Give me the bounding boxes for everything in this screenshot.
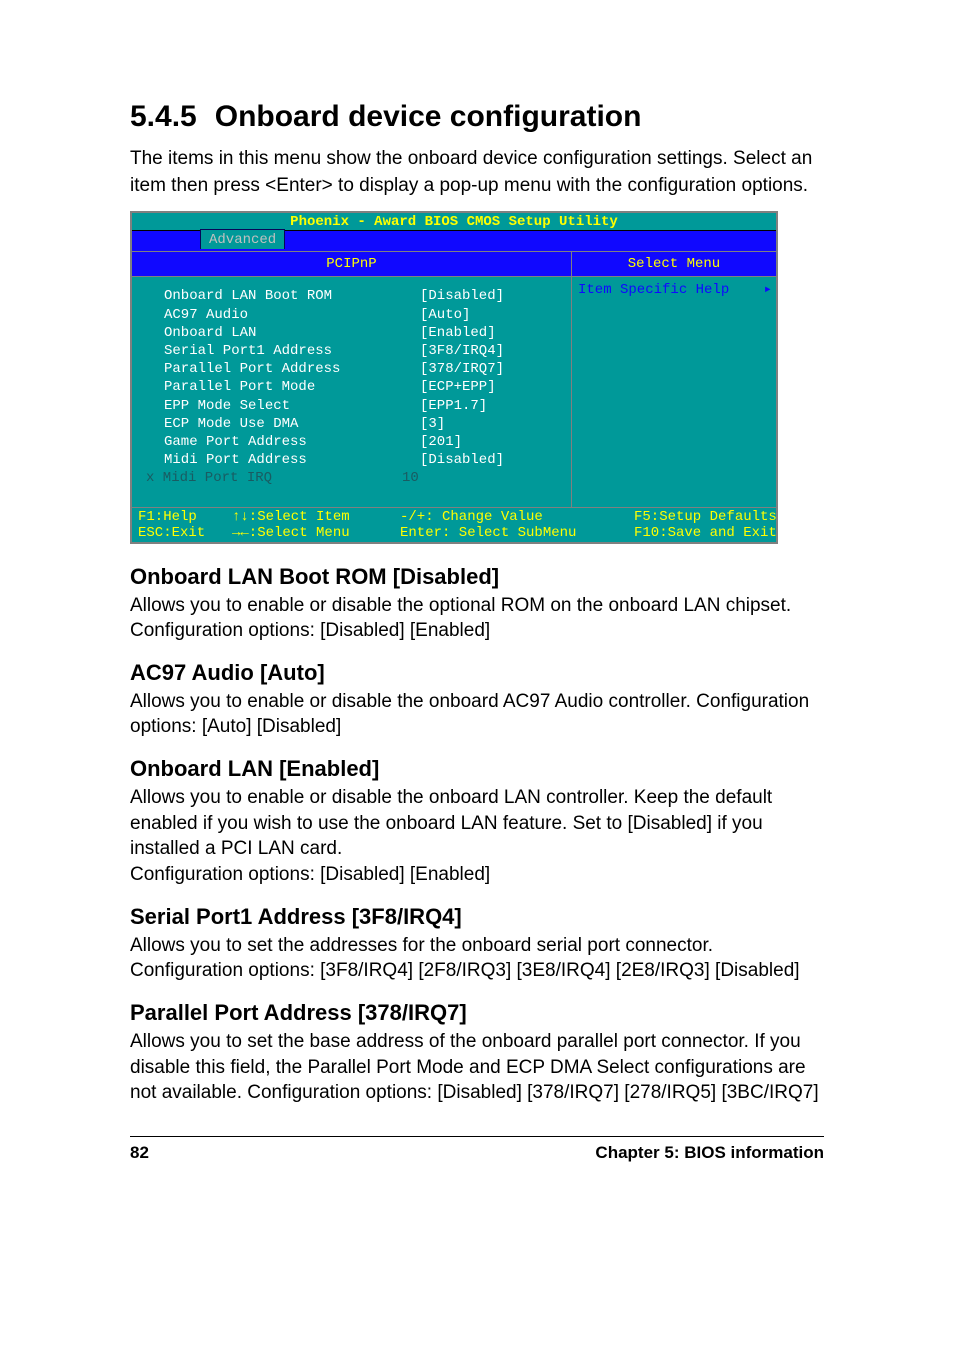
subsection-heading: AC97 Audio [Auto] <box>130 660 824 686</box>
bios-setting-label: ECP Mode Use DMA <box>164 415 420 433</box>
footer-col1: F1:HelpESC:Exit <box>138 509 232 541</box>
bios-setting-row[interactable]: ECP Mode Use DMA[3] <box>132 415 571 433</box>
bios-setting-row[interactable]: EPP Mode Select[EPP1.7] <box>132 397 571 415</box>
bios-setting-value: [3F8/IRQ4] <box>420 342 571 360</box>
subsection-text: Allows you to enable or disable the onbo… <box>130 785 824 888</box>
bios-setting-value: [Disabled] <box>420 287 571 305</box>
bios-setting-label: EPP Mode Select <box>164 397 420 415</box>
bios-setting-label: x Midi Port IRQ <box>146 469 402 487</box>
bios-setting-row[interactable]: Game Port Address[201] <box>132 433 571 451</box>
page-footer: 82 Chapter 5: BIOS information <box>130 1136 824 1163</box>
bios-header-left: PCIPnP <box>132 252 572 276</box>
bios-setting-value: [ECP+EPP] <box>420 378 571 396</box>
bios-setting-value: [378/IRQ7] <box>420 360 571 378</box>
bios-setting-row[interactable]: AC97 Audio[Auto] <box>132 306 571 324</box>
section-title-text: Onboard device configuration <box>215 100 642 133</box>
subsection: Parallel Port Address [378/IRQ7] Allows y… <box>130 1000 824 1106</box>
bios-setting-label: Onboard LAN <box>164 324 420 342</box>
subsection: Onboard LAN Boot ROM [Disabled] Allows yo… <box>130 564 824 644</box>
bios-setting-value: [Auto] <box>420 306 571 324</box>
bios-setting-label: Parallel Port Address <box>164 360 420 378</box>
chapter-label: Chapter 5: BIOS information <box>595 1143 824 1163</box>
bios-help-label: Item Specific Help <box>578 282 729 298</box>
subsection-text: Allows you to set the addresses for the … <box>130 933 824 984</box>
footer-col4: F5:Setup DefaultsF10:Save and Exit <box>634 509 777 541</box>
bios-header-right: Select Menu <box>572 252 776 276</box>
bios-setting-label: Game Port Address <box>164 433 420 451</box>
help-arrow-icon: ▸ <box>764 281 772 299</box>
subsection-text: Allows you to enable or disable the onbo… <box>130 689 824 740</box>
subsection-heading: Onboard LAN [Enabled] <box>130 756 824 782</box>
bios-setting-row[interactable]: Onboard LAN[Enabled] <box>132 324 571 342</box>
page-number: 82 <box>130 1143 149 1163</box>
bios-body: Onboard LAN Boot ROM[Disabled]AC97 Audio… <box>132 277 776 507</box>
subsection: Onboard LAN [Enabled] Allows you to enabl… <box>130 756 824 888</box>
bios-help-panel: Item Specific Help ▸ <box>572 277 776 507</box>
section-number: 5.4.5 <box>130 100 197 133</box>
bios-setting-label: Midi Port Address <box>164 451 420 469</box>
bios-setting-value: [Enabled] <box>420 324 571 342</box>
subsection-heading: Serial Port1 Address [3F8/IRQ4] <box>130 904 824 930</box>
bios-setting-value: [Disabled] <box>420 451 571 469</box>
footer-col2: ↑↓:Select Item→←:Select Menu <box>232 509 400 541</box>
bios-setting-row[interactable]: Parallel Port Address[378/IRQ7] <box>132 360 571 378</box>
section-intro: The items in this menu show the onboard … <box>130 146 824 199</box>
bios-setting-label: Serial Port1 Address <box>164 342 420 360</box>
bios-screenshot: Phoenix - Award BIOS CMOS Setup Utility … <box>130 211 778 543</box>
bios-setting-row[interactable]: Parallel Port Mode[ECP+EPP] <box>132 378 571 396</box>
bios-setting-value: [EPP1.7] <box>420 397 571 415</box>
bios-setting-row[interactable]: Midi Port Address[Disabled] <box>132 451 571 469</box>
subsection-text: Allows you to set the base address of th… <box>130 1029 824 1106</box>
bios-header-row: PCIPnP Select Menu <box>132 251 776 277</box>
section-heading: 5.4.5 Onboard device configuration <box>130 100 824 134</box>
bios-settings-list: Onboard LAN Boot ROM[Disabled]AC97 Audio… <box>132 277 572 507</box>
bios-setting-row[interactable]: Serial Port1 Address[3F8/IRQ4] <box>132 342 571 360</box>
bios-setting-label: Parallel Port Mode <box>164 378 420 396</box>
subsection: Serial Port1 Address [3F8/IRQ4] Allows yo… <box>130 904 824 984</box>
bios-footer: F1:HelpESC:Exit ↑↓:Select Item→←:Select … <box>132 507 776 541</box>
bios-setting-value: [3] <box>420 415 571 433</box>
bios-setting-value: 10 <box>402 469 571 487</box>
bios-active-tab[interactable]: Advanced <box>200 229 285 249</box>
bios-setting-value: [201] <box>420 433 571 451</box>
bios-setting-label: AC97 Audio <box>164 306 420 324</box>
bios-setting-label: Onboard LAN Boot ROM <box>164 287 420 305</box>
footer-col3: -/+: Change ValueEnter: Select SubMenu <box>400 509 634 541</box>
subsection-heading: Onboard LAN Boot ROM [Disabled] <box>130 564 824 590</box>
subsection-heading: Parallel Port Address [378/IRQ7] <box>130 1000 824 1026</box>
bios-tab-bar: Advanced <box>132 231 776 251</box>
subsection: AC97 Audio [Auto] Allows you to enable or… <box>130 660 824 740</box>
bios-setting-row: x Midi Port IRQ10 <box>132 469 571 487</box>
bios-setting-row[interactable]: Onboard LAN Boot ROM[Disabled] <box>132 287 571 305</box>
subsection-text: Allows you to enable or disable the opti… <box>130 593 824 644</box>
